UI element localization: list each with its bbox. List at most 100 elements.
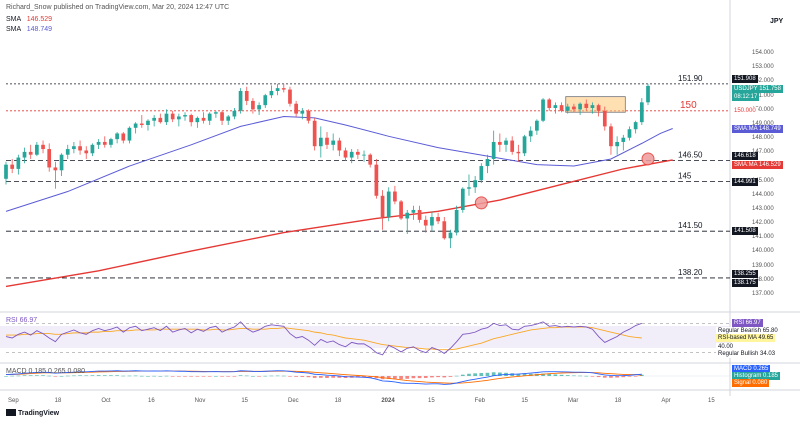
candle-body (35, 144, 39, 155)
candle-body (448, 232, 453, 239)
candle-body (109, 139, 113, 145)
candle-body (621, 137, 626, 142)
macd-histogram-bar (399, 376, 403, 380)
published-caption: Richard_Snow published on TradingView.co… (6, 4, 230, 11)
macd-histogram-bar (337, 376, 342, 378)
candle-body (609, 126, 613, 147)
macd-histogram-bar (189, 376, 194, 377)
macd-histogram-bar (362, 376, 366, 378)
macd-histogram-bar (220, 376, 224, 377)
macd-histogram-bar (53, 376, 58, 377)
macd-histogram-bar (207, 376, 212, 377)
tradingview-logo[interactable]: TradingView (6, 409, 59, 417)
candle-body (183, 115, 187, 117)
macd-histogram-bar (318, 376, 323, 378)
macd-histogram-bar (615, 376, 619, 378)
price-axis-tick: 148.000 (752, 135, 774, 142)
rsi-tag: Regular Bearish 65.80 (716, 326, 780, 335)
candle-body (331, 140, 336, 145)
rsi-tag: Regular Bullish 34.03 (716, 349, 778, 358)
macd-histogram-bar (164, 375, 169, 377)
sma50-line (5, 115, 673, 212)
macd-histogram-bar (263, 375, 268, 377)
price-axis-tick: 149.000 (752, 121, 774, 127)
candle-body (158, 117, 163, 123)
price-axis-tick: 142.000 (752, 220, 774, 227)
time-axis-tick: 2024 (381, 398, 395, 404)
candle-body (405, 212, 410, 219)
macd-histogram-bar (602, 376, 607, 378)
candle-body (269, 90, 274, 96)
macd-histogram-bar (473, 373, 478, 376)
candle-body (170, 113, 175, 120)
macd-histogram-bar (115, 375, 119, 376)
macd-histogram-bar (386, 376, 391, 379)
macd-histogram-bar (627, 376, 632, 377)
price-axis-tick: 137.000 (752, 290, 774, 297)
macd-histogram-bar (436, 376, 440, 378)
macd-histogram-bar (244, 375, 249, 377)
consolidation-box (565, 96, 626, 113)
level-label: 141.50 (678, 221, 703, 230)
price-axis-tick: 153.000 (752, 64, 774, 71)
time-axis-tick: Dec (288, 398, 299, 404)
candle-body (306, 110, 311, 121)
touch-marker (641, 152, 655, 166)
price-tag: 146.618 (732, 151, 758, 160)
rsi-panel-label: RSI 66.97 (6, 317, 38, 324)
candle-body (41, 144, 45, 150)
time-axis-tick: 18 (614, 398, 622, 404)
candle-body (522, 136, 527, 154)
macd-histogram-bar (22, 375, 27, 376)
candle-body (257, 105, 261, 110)
candle-body (281, 88, 286, 90)
candle-body (288, 89, 292, 104)
candle-body (454, 209, 459, 233)
macd-histogram-bar (300, 376, 305, 377)
candle-body (28, 151, 33, 155)
candle-body (146, 120, 150, 125)
macd-histogram-bar (275, 375, 280, 377)
macd-histogram-bar (559, 374, 564, 376)
candle-body (516, 151, 521, 154)
macd-histogram-bar (454, 375, 459, 377)
price-axis-tick: 141.000 (752, 234, 774, 241)
macd-histogram-bar (257, 376, 261, 377)
macd-histogram-bar (306, 376, 311, 378)
candle-body (115, 133, 119, 140)
candle-body (547, 99, 552, 108)
candle-body (121, 133, 126, 141)
rsi-band (0, 326, 730, 348)
macd-histogram-bar (139, 375, 144, 377)
candle-body (214, 112, 218, 114)
candle-body (491, 141, 496, 159)
macd-histogram-bar (460, 374, 465, 376)
macd-histogram-bar (485, 372, 490, 376)
price-axis-tick: 151.000 (752, 92, 774, 99)
candle-body (343, 150, 348, 158)
price-tag: 144.991 (732, 177, 758, 186)
macd-histogram-bar (109, 375, 113, 376)
candle-body (572, 106, 576, 110)
macd-histogram-bar (442, 376, 447, 378)
candle-body (386, 191, 391, 218)
candle-body (602, 110, 607, 127)
macd-histogram-bar (541, 373, 545, 376)
candle-body (356, 151, 360, 155)
macd-histogram-bar (621, 376, 626, 378)
candle-body (504, 140, 508, 145)
candle-body (467, 187, 471, 189)
candle-body (528, 130, 533, 137)
macd-histogram-bar (565, 375, 570, 376)
macd-tag: MACD 0.265 (732, 365, 771, 374)
candle-body (417, 209, 422, 220)
candle-body (251, 100, 255, 110)
macd-histogram-bar (195, 376, 200, 377)
candle-body (337, 140, 342, 151)
candle-body (436, 217, 440, 222)
macd-histogram-bar (553, 374, 558, 376)
macd-histogram-bar (78, 375, 82, 376)
macd-histogram-bar (251, 376, 255, 377)
candle-body (430, 217, 434, 226)
